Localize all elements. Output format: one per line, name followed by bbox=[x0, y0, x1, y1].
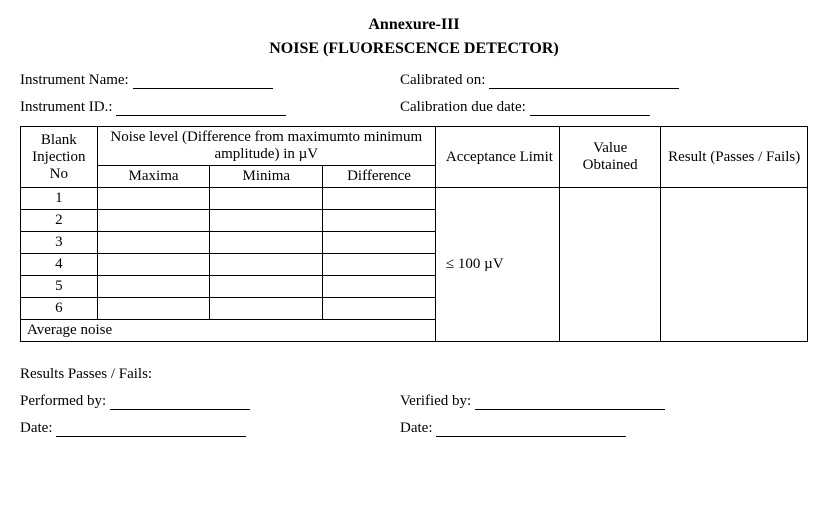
results-field: Results Passes / Fails: bbox=[20, 366, 808, 383]
performed-date-line bbox=[56, 421, 246, 438]
avg-noise-label: Average noise bbox=[21, 320, 436, 342]
field-row-1: Instrument Name: Calibrated on: bbox=[20, 72, 808, 89]
row-no: 4 bbox=[21, 254, 98, 276]
cell-maxima bbox=[97, 210, 210, 232]
value-obtained-cell bbox=[559, 188, 660, 342]
performed-by-field: Performed by: bbox=[20, 393, 400, 410]
signoff-row-2: Date: Date: bbox=[20, 420, 808, 437]
table-row: 1 ≤ 100 µV bbox=[21, 188, 808, 210]
instrument-id-label: Instrument ID.: bbox=[20, 99, 112, 116]
col-value-header: Value Obtained bbox=[559, 127, 660, 188]
field-row-2: Instrument ID.: Calibration due date: bbox=[20, 99, 808, 116]
results-label: Results Passes / Fails: bbox=[20, 366, 152, 382]
cell-diff bbox=[323, 232, 436, 254]
verified-by-field: Verified by: bbox=[400, 393, 808, 410]
table-header-row-1: Blank Injection No Noise level (Differen… bbox=[21, 127, 808, 166]
cell-minima bbox=[210, 298, 323, 320]
cell-diff bbox=[323, 188, 436, 210]
calibrated-on-field: Calibrated on: bbox=[400, 72, 808, 89]
cell-maxima bbox=[97, 254, 210, 276]
cell-diff bbox=[323, 210, 436, 232]
row-no: 2 bbox=[21, 210, 98, 232]
col-accept-header: Acceptance Limit bbox=[435, 127, 559, 188]
col-diff-header: Difference bbox=[323, 166, 436, 188]
instrument-id-line bbox=[116, 100, 286, 117]
verified-by-label: Verified by: bbox=[400, 393, 471, 410]
row-no: 3 bbox=[21, 232, 98, 254]
col-result-header: Result (Passes / Fails) bbox=[661, 127, 808, 188]
cell-diff bbox=[323, 276, 436, 298]
verified-date-field: Date: bbox=[400, 420, 808, 437]
cell-minima bbox=[210, 188, 323, 210]
noise-table: Blank Injection No Noise level (Differen… bbox=[20, 126, 808, 342]
col-minima-header: Minima bbox=[210, 166, 323, 188]
verified-by-line bbox=[475, 394, 665, 411]
calibrated-on-label: Calibrated on: bbox=[400, 72, 485, 89]
row-no: 6 bbox=[21, 298, 98, 320]
instrument-name-line bbox=[133, 73, 273, 90]
page-title: NOISE (FLUORESCENCE DETECTOR) bbox=[20, 40, 808, 58]
cell-minima bbox=[210, 254, 323, 276]
cell-maxima bbox=[97, 298, 210, 320]
col-noise-group-header: Noise level (Difference from maximumto m… bbox=[97, 127, 435, 166]
calibration-due-field: Calibration due date: bbox=[400, 99, 808, 116]
col-maxima-header: Maxima bbox=[97, 166, 210, 188]
cell-maxima bbox=[97, 276, 210, 298]
performed-by-line bbox=[110, 394, 250, 411]
verified-date-line bbox=[436, 421, 626, 438]
row-no: 5 bbox=[21, 276, 98, 298]
cell-maxima bbox=[97, 188, 210, 210]
calibration-due-label: Calibration due date: bbox=[400, 99, 526, 116]
cell-diff bbox=[323, 298, 436, 320]
cell-minima bbox=[210, 276, 323, 298]
instrument-name-label: Instrument Name: bbox=[20, 72, 129, 89]
cell-diff bbox=[323, 254, 436, 276]
calibrated-on-line bbox=[489, 73, 679, 90]
instrument-name-field: Instrument Name: bbox=[20, 72, 400, 89]
result-cell bbox=[661, 188, 808, 342]
calibration-due-line bbox=[530, 100, 650, 117]
col-blank-header: Blank Injection No bbox=[21, 127, 98, 188]
cell-maxima bbox=[97, 232, 210, 254]
cell-minima bbox=[210, 232, 323, 254]
instrument-id-field: Instrument ID.: bbox=[20, 99, 400, 116]
verified-date-label: Date: bbox=[400, 420, 432, 437]
signoff-row-1: Performed by: Verified by: bbox=[20, 393, 808, 410]
cell-minima bbox=[210, 210, 323, 232]
row-no: 1 bbox=[21, 188, 98, 210]
performed-date-field: Date: bbox=[20, 420, 400, 437]
accept-value-cell: ≤ 100 µV bbox=[435, 188, 559, 342]
performed-date-label: Date: bbox=[20, 420, 52, 437]
performed-by-label: Performed by: bbox=[20, 393, 106, 410]
annex-heading: Annexure-III bbox=[20, 16, 808, 34]
